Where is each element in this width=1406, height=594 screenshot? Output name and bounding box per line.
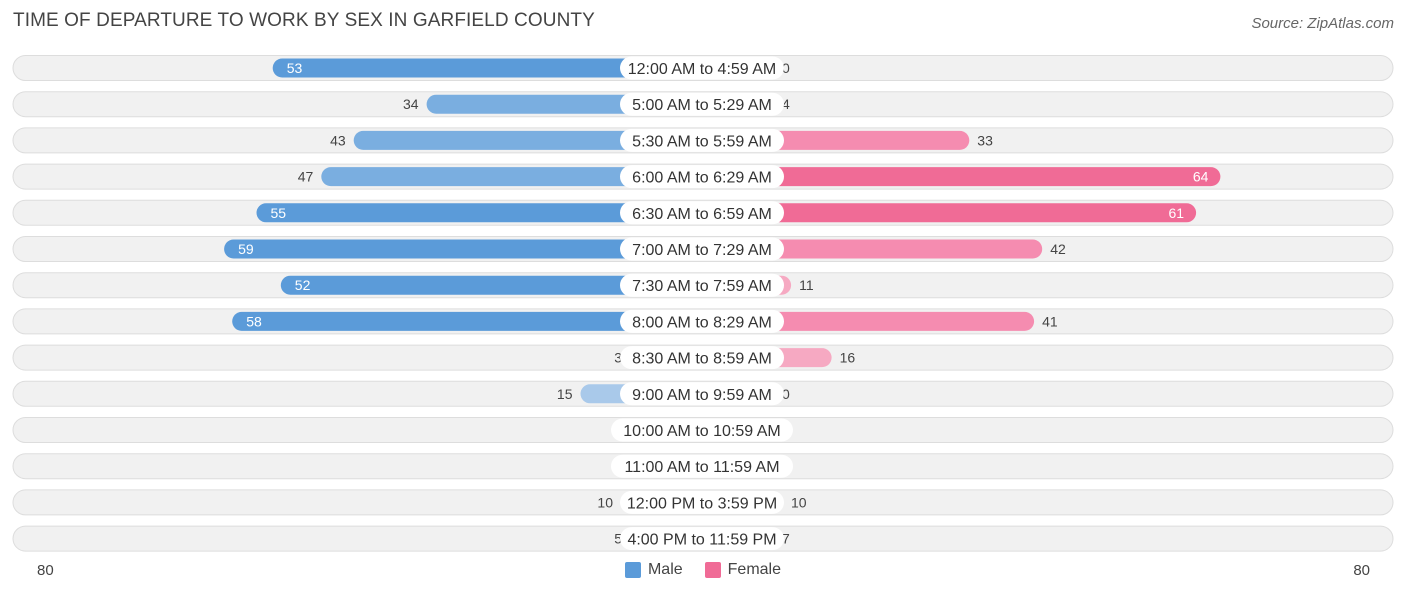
male-value-label: 3: [614, 350, 622, 366]
category-label-background: [620, 382, 784, 406]
female-value-label: 16: [840, 350, 856, 366]
male-value-label: 59: [238, 241, 254, 257]
category-label: 8:30 AM to 8:59 AM: [632, 351, 772, 368]
male-value-label: 5: [614, 531, 622, 547]
male-value-label: 55: [271, 205, 287, 221]
category-label: 5:00 AM to 5:29 AM: [632, 97, 772, 114]
category-label: 9:00 AM to 9:59 AM: [632, 387, 772, 404]
male-value-label: 15: [557, 386, 573, 402]
female-value-label: 7: [782, 531, 790, 547]
category-label-background: [620, 309, 784, 333]
category-label-background: [620, 346, 784, 370]
female-value-label: 10: [791, 494, 807, 510]
category-label: 12:00 PM to 3:59 PM: [627, 495, 777, 512]
male-bar: [256, 203, 702, 223]
female-value-label: 42: [1050, 241, 1066, 257]
category-label-background: [620, 490, 784, 514]
male-value-label: 58: [246, 313, 262, 329]
male-swatch: [624, 562, 641, 578]
category-label: 6:00 AM to 6:29 AM: [632, 170, 772, 187]
category-label-background: [620, 273, 784, 297]
male-value-label: 53: [287, 60, 303, 76]
category-label: 12:00 AM to 4:59 AM: [628, 61, 777, 78]
male-bar: [272, 58, 702, 78]
category-label-background: [620, 201, 784, 225]
female-bar: [702, 203, 1197, 223]
category-label: 5:30 AM to 5:59 AM: [632, 133, 772, 150]
female-bar: [702, 239, 1043, 259]
female-value-label: 64: [1193, 169, 1209, 185]
legend-item-male: Male: [624, 561, 683, 579]
chart-title: TIME OF DEPARTURE TO WORK BY SEX IN GARF…: [13, 10, 595, 31]
category-label: 11:00 AM to 11:59 AM: [624, 459, 779, 476]
female-value-label: 4: [782, 96, 790, 112]
male-bar: [232, 311, 702, 331]
legend-item-female: Female: [704, 561, 782, 579]
source-note: Source: ZipAtlas.com: [1251, 15, 1394, 32]
category-label: 6:30 AM to 6:59 AM: [632, 206, 772, 223]
female-bar: [702, 167, 1221, 187]
female-value-label: 0: [782, 60, 790, 76]
male-value-label: 43: [330, 132, 346, 148]
right-axis-max-label: 80: [1353, 562, 1370, 579]
legend-male-label: Male: [647, 561, 683, 578]
category-label: 8:00 AM to 8:29 AM: [632, 314, 772, 331]
category-label: 10:00 AM to 10:59 AM: [623, 423, 780, 440]
category-label-background: [620, 165, 784, 189]
left-axis-max-label: 80: [37, 562, 54, 579]
female-value-label: 11: [799, 277, 814, 293]
female-value-label: 0: [782, 386, 790, 402]
category-label-background: [611, 418, 793, 442]
female-value-label: 61: [1169, 205, 1185, 221]
category-label: 4:00 PM to 11:59 PM: [627, 532, 776, 549]
category-label-background: [620, 56, 784, 80]
female-swatch: [704, 562, 721, 578]
male-bar: [353, 130, 702, 150]
category-label-background: [620, 527, 784, 551]
legend-female-label: Female: [727, 561, 782, 578]
male-value-label: 52: [295, 277, 311, 293]
category-label: 7:30 AM to 7:59 AM: [632, 278, 772, 295]
female-bar: [702, 311, 1035, 331]
male-bar: [280, 275, 702, 295]
male-value-label: 10: [597, 494, 613, 510]
category-label: 7:00 AM to 7:29 AM: [632, 242, 772, 259]
category-label-background: [620, 128, 784, 152]
legend: Male Female: [0, 561, 1406, 579]
male-bar: [321, 167, 702, 187]
male-value-label: 34: [403, 96, 419, 112]
female-value-label: 41: [1042, 313, 1058, 329]
category-label-background: [620, 92, 784, 116]
female-value-label: 33: [977, 132, 993, 148]
male-value-label: 47: [298, 169, 314, 185]
male-bar: [224, 239, 702, 259]
category-label-background: [611, 454, 793, 478]
category-label-background: [620, 237, 784, 261]
